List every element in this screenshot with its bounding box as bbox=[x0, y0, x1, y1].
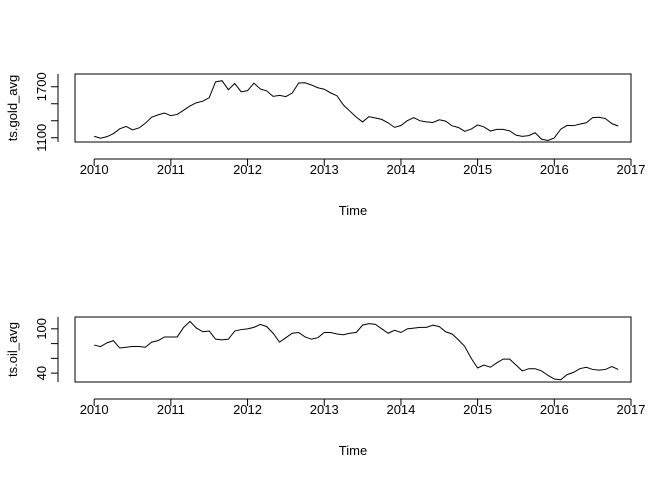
gold-x-tick-label: 2011 bbox=[157, 162, 185, 177]
gold-x-tick-label: 2015 bbox=[463, 162, 492, 177]
oil-x-tick-label: 2012 bbox=[233, 402, 262, 417]
oil-y-tick-label: 100 bbox=[34, 318, 49, 340]
oil-x-tick-label: 2017 bbox=[617, 402, 646, 417]
oil-x-tick-label: 2010 bbox=[80, 402, 109, 417]
gold-x-tick-label: 2013 bbox=[310, 162, 339, 177]
oil-plot-frame bbox=[74, 316, 632, 383]
gold-x-tick-label: 2017 bbox=[617, 162, 646, 177]
oil-x-tick-label: 2016 bbox=[540, 402, 569, 417]
gold-series-line bbox=[94, 80, 619, 141]
oil-x-axis-title: Time bbox=[339, 443, 367, 458]
oil-x-tick-label: 2013 bbox=[310, 402, 339, 417]
gold-x-tick-label: 2012 bbox=[233, 162, 262, 177]
gold-y-tick-label: 1700 bbox=[34, 72, 49, 101]
gold-x-axis-title: Time bbox=[339, 203, 367, 218]
oil-x-tick-label: 2014 bbox=[386, 402, 415, 417]
gold-panel: 2010 2011 2012 2013 2014 2015 2016 2017 1100 1700… bbox=[5, 72, 645, 218]
gold-x-tick-label: 2016 bbox=[540, 162, 569, 177]
gold-y-tick-label: 1100 bbox=[34, 124, 49, 152]
gold-y-axis-title: ts.gold_avg bbox=[5, 75, 20, 142]
gold-x-tick-label: 2014 bbox=[386, 162, 415, 177]
oil-y-tick-label: 40 bbox=[34, 366, 49, 380]
gold-x-tick-label: 2010 bbox=[80, 162, 109, 177]
oil-series-line bbox=[94, 320, 619, 381]
gold-plot-frame bbox=[74, 73, 632, 143]
oil-panel: 2010 2011 2012 2013 2014 2015 2016 2017 40 100 Tim… bbox=[5, 316, 646, 458]
oil-x-tick-label: 2011 bbox=[157, 402, 185, 417]
oil-y-axis-title: ts.oil_avg bbox=[5, 322, 20, 377]
oil-x-tick-label: 2015 bbox=[463, 402, 492, 417]
